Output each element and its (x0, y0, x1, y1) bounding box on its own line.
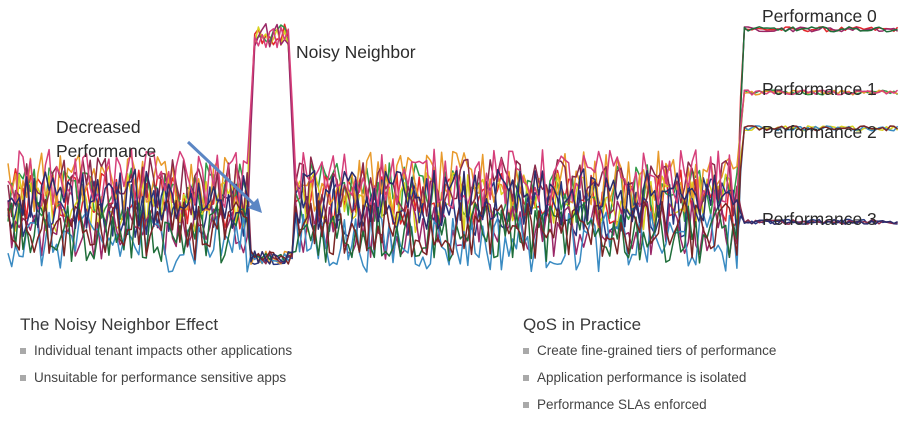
noisy-neighbor-effect-section: The Noisy Neighbor Effect Individual ten… (20, 315, 292, 395)
section-title-qos-in-practice: QoS in Practice (523, 315, 642, 334)
annotation-decreased-line-1: Decreased (56, 117, 141, 137)
section-title-noisy-neighbor-effect: The Noisy Neighbor Effect (20, 315, 219, 334)
performance-trace-10 (7, 26, 899, 210)
noisy-neighbor-effect-list: Individual tenant impacts other applicat… (20, 341, 292, 395)
list-item: Create fine-grained tiers of performance (523, 341, 776, 368)
qos-in-practice-section: QoS in Practice Create fine-grained tier… (523, 315, 776, 422)
series-label-performance-2: Performance 2 (762, 122, 877, 142)
annotation-noisy-neighbor: Noisy Neighbor (296, 42, 416, 62)
performance-trace-11 (7, 125, 899, 265)
performance-trace-7 (7, 125, 899, 273)
list-item: Application performance is isolated (523, 368, 776, 395)
series-label-performance-0: Performance 0 (762, 6, 877, 26)
list-item: Performance SLAs enforced (523, 395, 776, 422)
list-item: Individual tenant impacts other applicat… (20, 341, 292, 368)
performance-trace-12 (7, 168, 898, 265)
decreased-performance-arrow (186, 140, 260, 210)
list-item: Unsuitable for performance sensitive app… (20, 368, 292, 395)
annotation-decreased-line-2: Performance (56, 141, 156, 161)
series-label-performance-1: Performance 1 (762, 79, 877, 99)
chart-lines (7, 23, 899, 273)
series-label-performance-3: Performance 3 (762, 209, 877, 229)
qos-in-practice-list: Create fine-grained tiers of performance… (523, 341, 776, 422)
performance-trace-5 (7, 23, 899, 260)
chart: Noisy Neighbor Decreased Performance Per… (7, 6, 899, 273)
decreased-performance-arrow-head (248, 198, 262, 213)
